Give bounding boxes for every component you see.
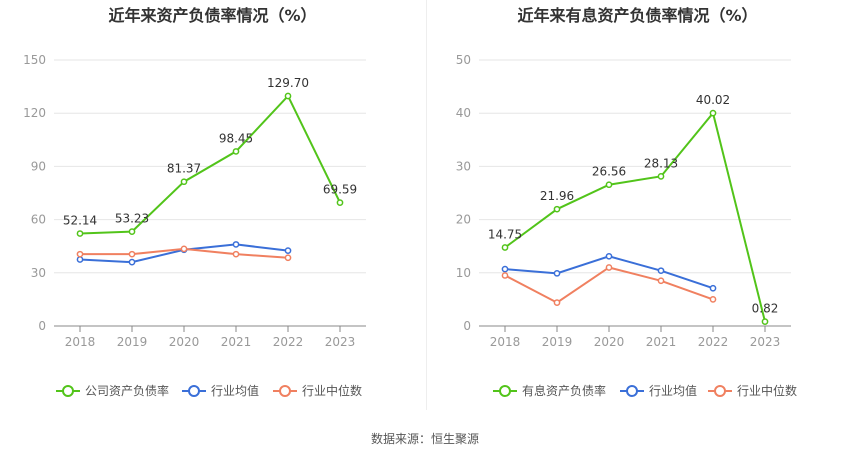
y-tick-label: 0 <box>38 319 46 333</box>
legend-label: 行业均值 <box>649 383 697 398</box>
y-tick-label: 60 <box>31 213 46 227</box>
legend-marker <box>714 385 726 397</box>
legend-item[interactable]: 行业均值 <box>182 383 259 398</box>
legend-label: 行业中位数 <box>302 383 362 398</box>
data-point <box>605 252 613 260</box>
data-label: 40.02 <box>696 93 730 107</box>
data-label: 129.70 <box>267 76 309 90</box>
series-line-0 <box>504 110 766 322</box>
data-label: 0.82 <box>752 302 779 316</box>
legend-marker <box>499 385 511 397</box>
legend-label: 有息资产负债率 <box>522 383 606 398</box>
legend-marker <box>626 385 638 397</box>
x-tick-label: 2020 <box>169 335 200 349</box>
data-label: 14.75 <box>488 228 522 242</box>
legend-label: 行业均值 <box>211 383 259 398</box>
y-tick-label: 30 <box>456 159 471 173</box>
x-tick-label: 2023 <box>325 335 356 349</box>
data-label: 26.56 <box>592 165 626 179</box>
data-point <box>232 241 240 248</box>
x-tick-label: 2023 <box>750 335 781 349</box>
y-tick-label: 30 <box>31 266 46 280</box>
legend-marker <box>62 385 74 397</box>
data-point <box>284 92 292 100</box>
data-label: 98.45 <box>219 131 253 145</box>
data-label: 53.23 <box>115 212 149 226</box>
y-tick-label: 90 <box>31 159 46 173</box>
y-tick-label: 50 <box>456 53 471 67</box>
y-tick-label: 20 <box>456 213 471 227</box>
legend-item[interactable]: 公司资产负债率 <box>56 383 169 398</box>
x-tick-label: 2022 <box>698 335 729 349</box>
chart-debt-ratio: 0 30 60 90 120 150 2018 2019 2020 2021 2022 2023 52.… <box>23 53 366 398</box>
data-point <box>605 264 613 271</box>
data-label: 52.14 <box>63 214 97 228</box>
y-tick-label: 0 <box>463 319 471 333</box>
data-point <box>501 265 509 273</box>
data-point <box>128 228 136 235</box>
data-point <box>501 272 509 279</box>
data-point <box>657 172 665 180</box>
legend-item[interactable]: 行业中位数 <box>708 383 797 398</box>
legend-item[interactable]: 行业均值 <box>620 383 697 398</box>
data-point <box>657 267 665 275</box>
data-point <box>284 247 292 254</box>
data-point <box>128 250 136 258</box>
data-point <box>553 269 561 277</box>
data-point <box>553 299 561 306</box>
data-point <box>709 284 717 292</box>
data-point <box>336 199 344 206</box>
data-label: 28.13 <box>644 156 678 170</box>
data-point <box>76 256 84 263</box>
legend-item[interactable]: 行业中位数 <box>273 383 362 398</box>
data-point <box>232 250 240 258</box>
series-line-0 <box>79 94 341 235</box>
legend-label: 行业中位数 <box>737 383 797 398</box>
data-point <box>232 148 240 155</box>
chart-title: 近年来有息资产负债率情况（%） <box>517 6 758 25</box>
data-point <box>128 258 136 266</box>
panel-divider <box>426 0 427 410</box>
data-label: 81.37 <box>167 162 201 176</box>
x-tick-label: 2020 <box>594 335 625 349</box>
y-tick-label: 150 <box>23 53 46 67</box>
data-point <box>180 245 188 253</box>
legend-item[interactable]: 有息资产负债率 <box>493 383 606 398</box>
x-tick-label: 2022 <box>273 335 304 349</box>
data-point <box>553 205 561 213</box>
x-tick-label: 2021 <box>646 335 677 349</box>
data-point <box>76 250 84 258</box>
y-tick-label: 10 <box>456 266 471 280</box>
data-point <box>709 109 717 117</box>
legend-label: 公司资产负债率 <box>85 383 169 398</box>
legend-marker <box>188 385 200 397</box>
chart-panel-interest-debt-ratio: 近年来有息资产负债率情况（%） 0 10 20 30 40 50 2018 2019 2020 2… <box>425 0 850 420</box>
x-tick-label: 2021 <box>221 335 252 349</box>
chart-interest-debt-ratio: 0 10 20 30 40 50 2018 2019 2020 2021 2022 2023 14.75… <box>456 53 797 398</box>
chart-title: 近年来资产负债率情况（%） <box>108 6 317 25</box>
data-label: 21.96 <box>540 189 574 203</box>
y-tick-label: 40 <box>456 106 471 120</box>
data-point <box>180 178 188 186</box>
data-point <box>709 296 717 303</box>
data-label: 69.59 <box>323 183 357 197</box>
data-source-footer: 数据来源：恒生聚源 <box>370 432 479 446</box>
data-point <box>284 254 292 262</box>
x-tick-label: 2018 <box>65 335 96 349</box>
data-point <box>605 181 613 189</box>
legend-marker <box>279 385 291 397</box>
chart-panel-debt-ratio: 近年来资产负债率情况（%） 0 30 60 90 120 150 2018 2019 2020 2… <box>0 0 425 420</box>
data-point <box>501 244 509 251</box>
x-tick-label: 2019 <box>117 335 148 349</box>
data-point <box>761 318 769 325</box>
x-tick-label: 2018 <box>490 335 521 349</box>
data-point <box>76 230 84 237</box>
data-point <box>657 277 665 285</box>
series-line-1 <box>504 255 714 290</box>
y-tick-label: 120 <box>23 106 46 120</box>
x-tick-label: 2019 <box>542 335 573 349</box>
